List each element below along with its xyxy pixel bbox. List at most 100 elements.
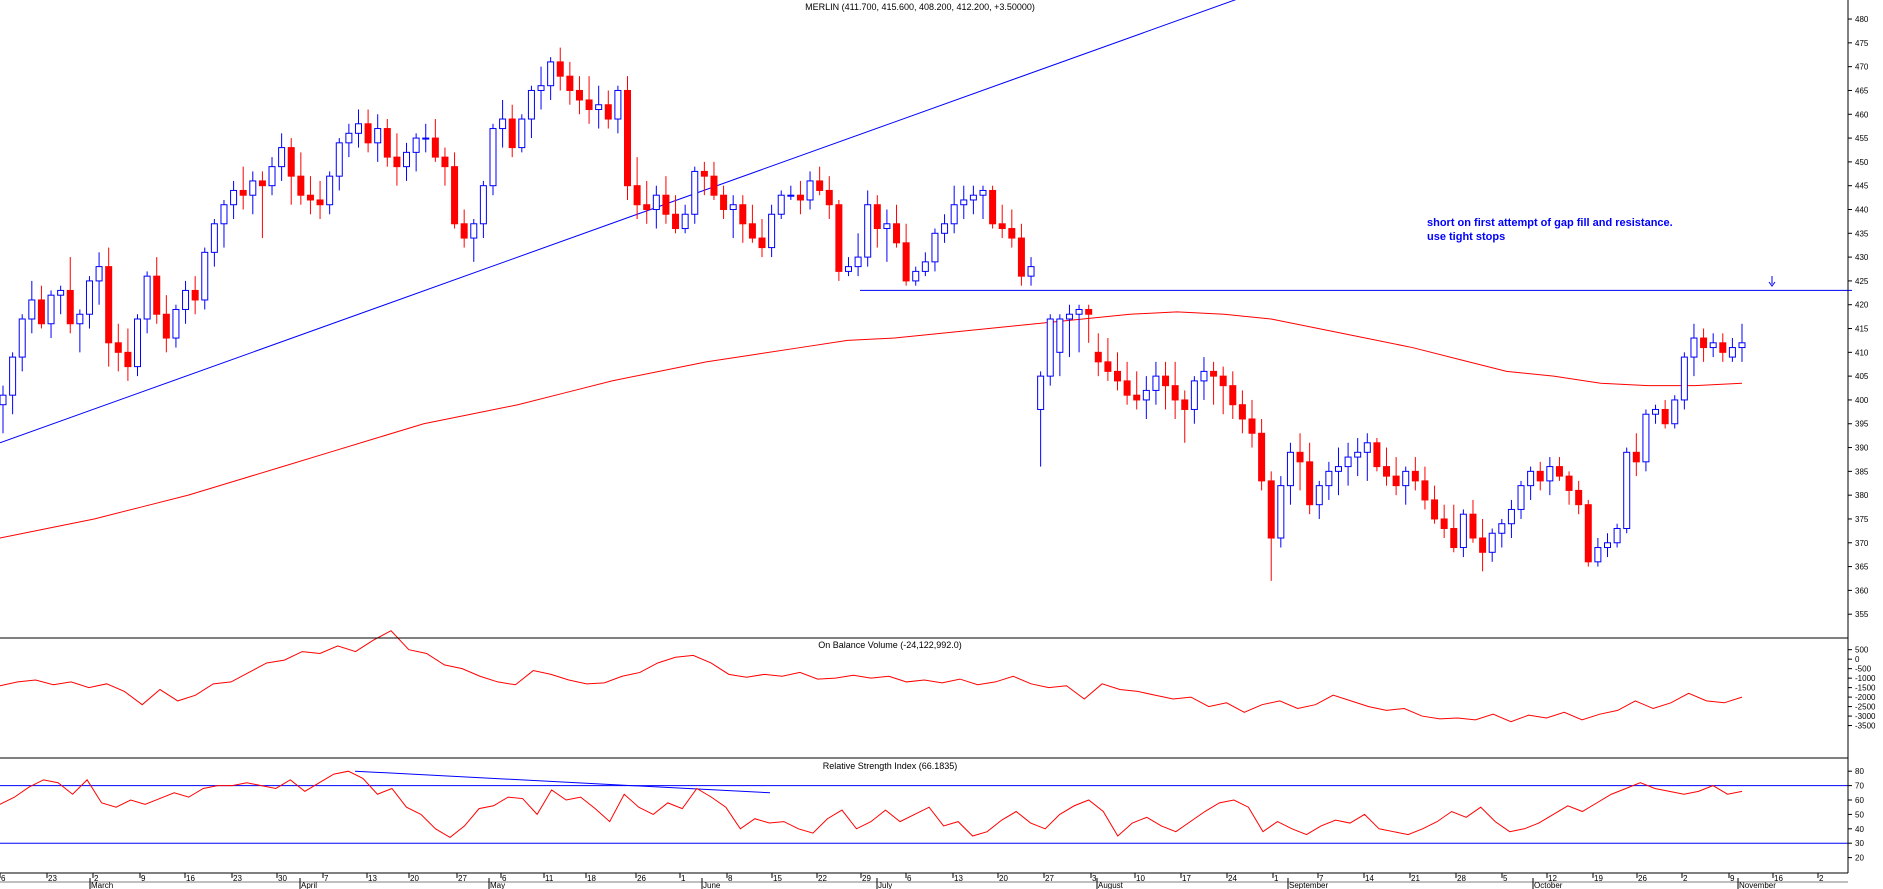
date-tick-label: 21 [1411,874,1420,883]
price-axis-label: 355 [1855,610,1869,619]
price-axis-label: 455 [1855,134,1869,143]
candle-up [1037,375,1045,410]
price-axis-label: 375 [1855,515,1869,524]
candle-down [893,223,901,244]
candle-down [575,89,583,101]
price-axis-label: 470 [1855,63,1869,72]
rsi-trendline [354,770,771,794]
obv-line [0,630,1743,723]
candle-down [1008,228,1016,239]
price-panel: MERLIN (411.700, 415.600, 408.200, 412.2… [0,0,1852,581]
month-label: June [703,881,721,889]
candle-down [585,99,593,111]
date-tick-label: 18 [587,874,596,883]
candle-up [201,251,209,301]
rsi-axis-label: 20 [1855,854,1864,863]
candle-down [556,61,564,77]
candle-down [1373,442,1381,468]
date-tick-label: 16 [1774,874,1783,883]
candle-up [1738,342,1746,349]
date-tick-label: 9 [1730,874,1735,883]
candle-up [1046,318,1054,377]
date-tick-label: 5 [1503,874,1508,883]
candle-up [1190,380,1198,410]
candle-down [1392,475,1400,487]
candle-down [287,147,295,177]
price-axis-label: 410 [1855,348,1869,357]
candle-down [1565,475,1573,491]
obv-axis-label: -1000 [1855,674,1876,683]
price-axis-label: 450 [1855,158,1869,167]
candle-down [758,237,766,249]
month-label: August [1098,881,1124,889]
date-axis: 6 23 2 9 16 23 30 7 13 20 27 6 11 18 26 1 8 15 22 29 6 13 20 27… [0,873,1848,889]
price-axis-label: 425 [1855,277,1869,286]
candle-down [1632,451,1640,463]
candle-down [1411,470,1419,482]
candle-up [85,280,93,315]
candle-up [1498,523,1506,534]
candle-up [470,223,478,239]
candle-down [700,170,708,177]
candle-down [1238,404,1246,420]
date-tick-label: 17 [1182,874,1191,883]
candle-up [1642,413,1650,463]
date-tick-label: 9 [141,874,146,883]
candle-down [720,194,728,210]
price-axis-label: 365 [1855,563,1869,572]
candle-down [153,275,161,315]
candle-down [1306,461,1314,506]
date-tick-label: 23 [233,874,242,883]
candle-down [1219,375,1227,387]
candle-up [883,223,891,230]
date-tick-label: 2 [1819,874,1824,883]
candle-down [1421,480,1429,501]
price-axis-label: 440 [1855,205,1869,214]
price-axis-label: 395 [1855,420,1869,429]
candle-down [1113,370,1121,382]
rsi-axis-label: 60 [1855,796,1864,805]
obv-axis-label: -3500 [1855,722,1876,731]
price-axis-label: 430 [1855,253,1869,262]
candle-up [182,289,190,310]
candle-up [422,137,430,140]
candle-down [1479,537,1487,553]
date-tick-label: 26 [637,874,646,883]
value-axes: 3553603653703753803853903954004054104154… [1848,15,1876,863]
candle-down [835,204,843,272]
candle-down [508,118,516,149]
candle-up [9,356,17,396]
date-tick-label: 10 [1136,874,1145,883]
candle-up [1286,451,1294,487]
candle-up [345,132,353,144]
candle-up [499,118,507,130]
candle-up [1065,313,1073,320]
candle-up [57,289,65,296]
candle-down [1104,361,1112,372]
moving-average-line [0,311,1743,539]
candle-up [527,89,535,120]
candle-up [278,147,286,168]
date-tick-label: 6 [907,874,912,883]
date-tick-label: 7 [324,874,329,883]
date-tick-label: 23 [48,874,57,883]
candle-up [403,151,411,168]
rsi-panel-title: Relative Strength Index (66.1835) [823,761,958,771]
candle-up [518,118,526,149]
candle-up [76,313,84,325]
candle-up [489,128,497,187]
candle-up [1488,532,1496,553]
candle-up [1603,542,1611,549]
candle-up [1690,337,1698,358]
candle-up [1623,451,1631,529]
candle-up [1334,466,1342,472]
date-tick-label: 12 [1548,874,1557,883]
candle-up [1459,513,1467,549]
candle-up [1315,485,1323,506]
date-tick-label: 16 [186,874,195,883]
month-label: September [1289,881,1328,889]
candle-down [306,194,314,201]
candle-up [691,170,699,215]
candle-up [134,318,142,368]
date-tick-label: 1 [1274,874,1279,883]
